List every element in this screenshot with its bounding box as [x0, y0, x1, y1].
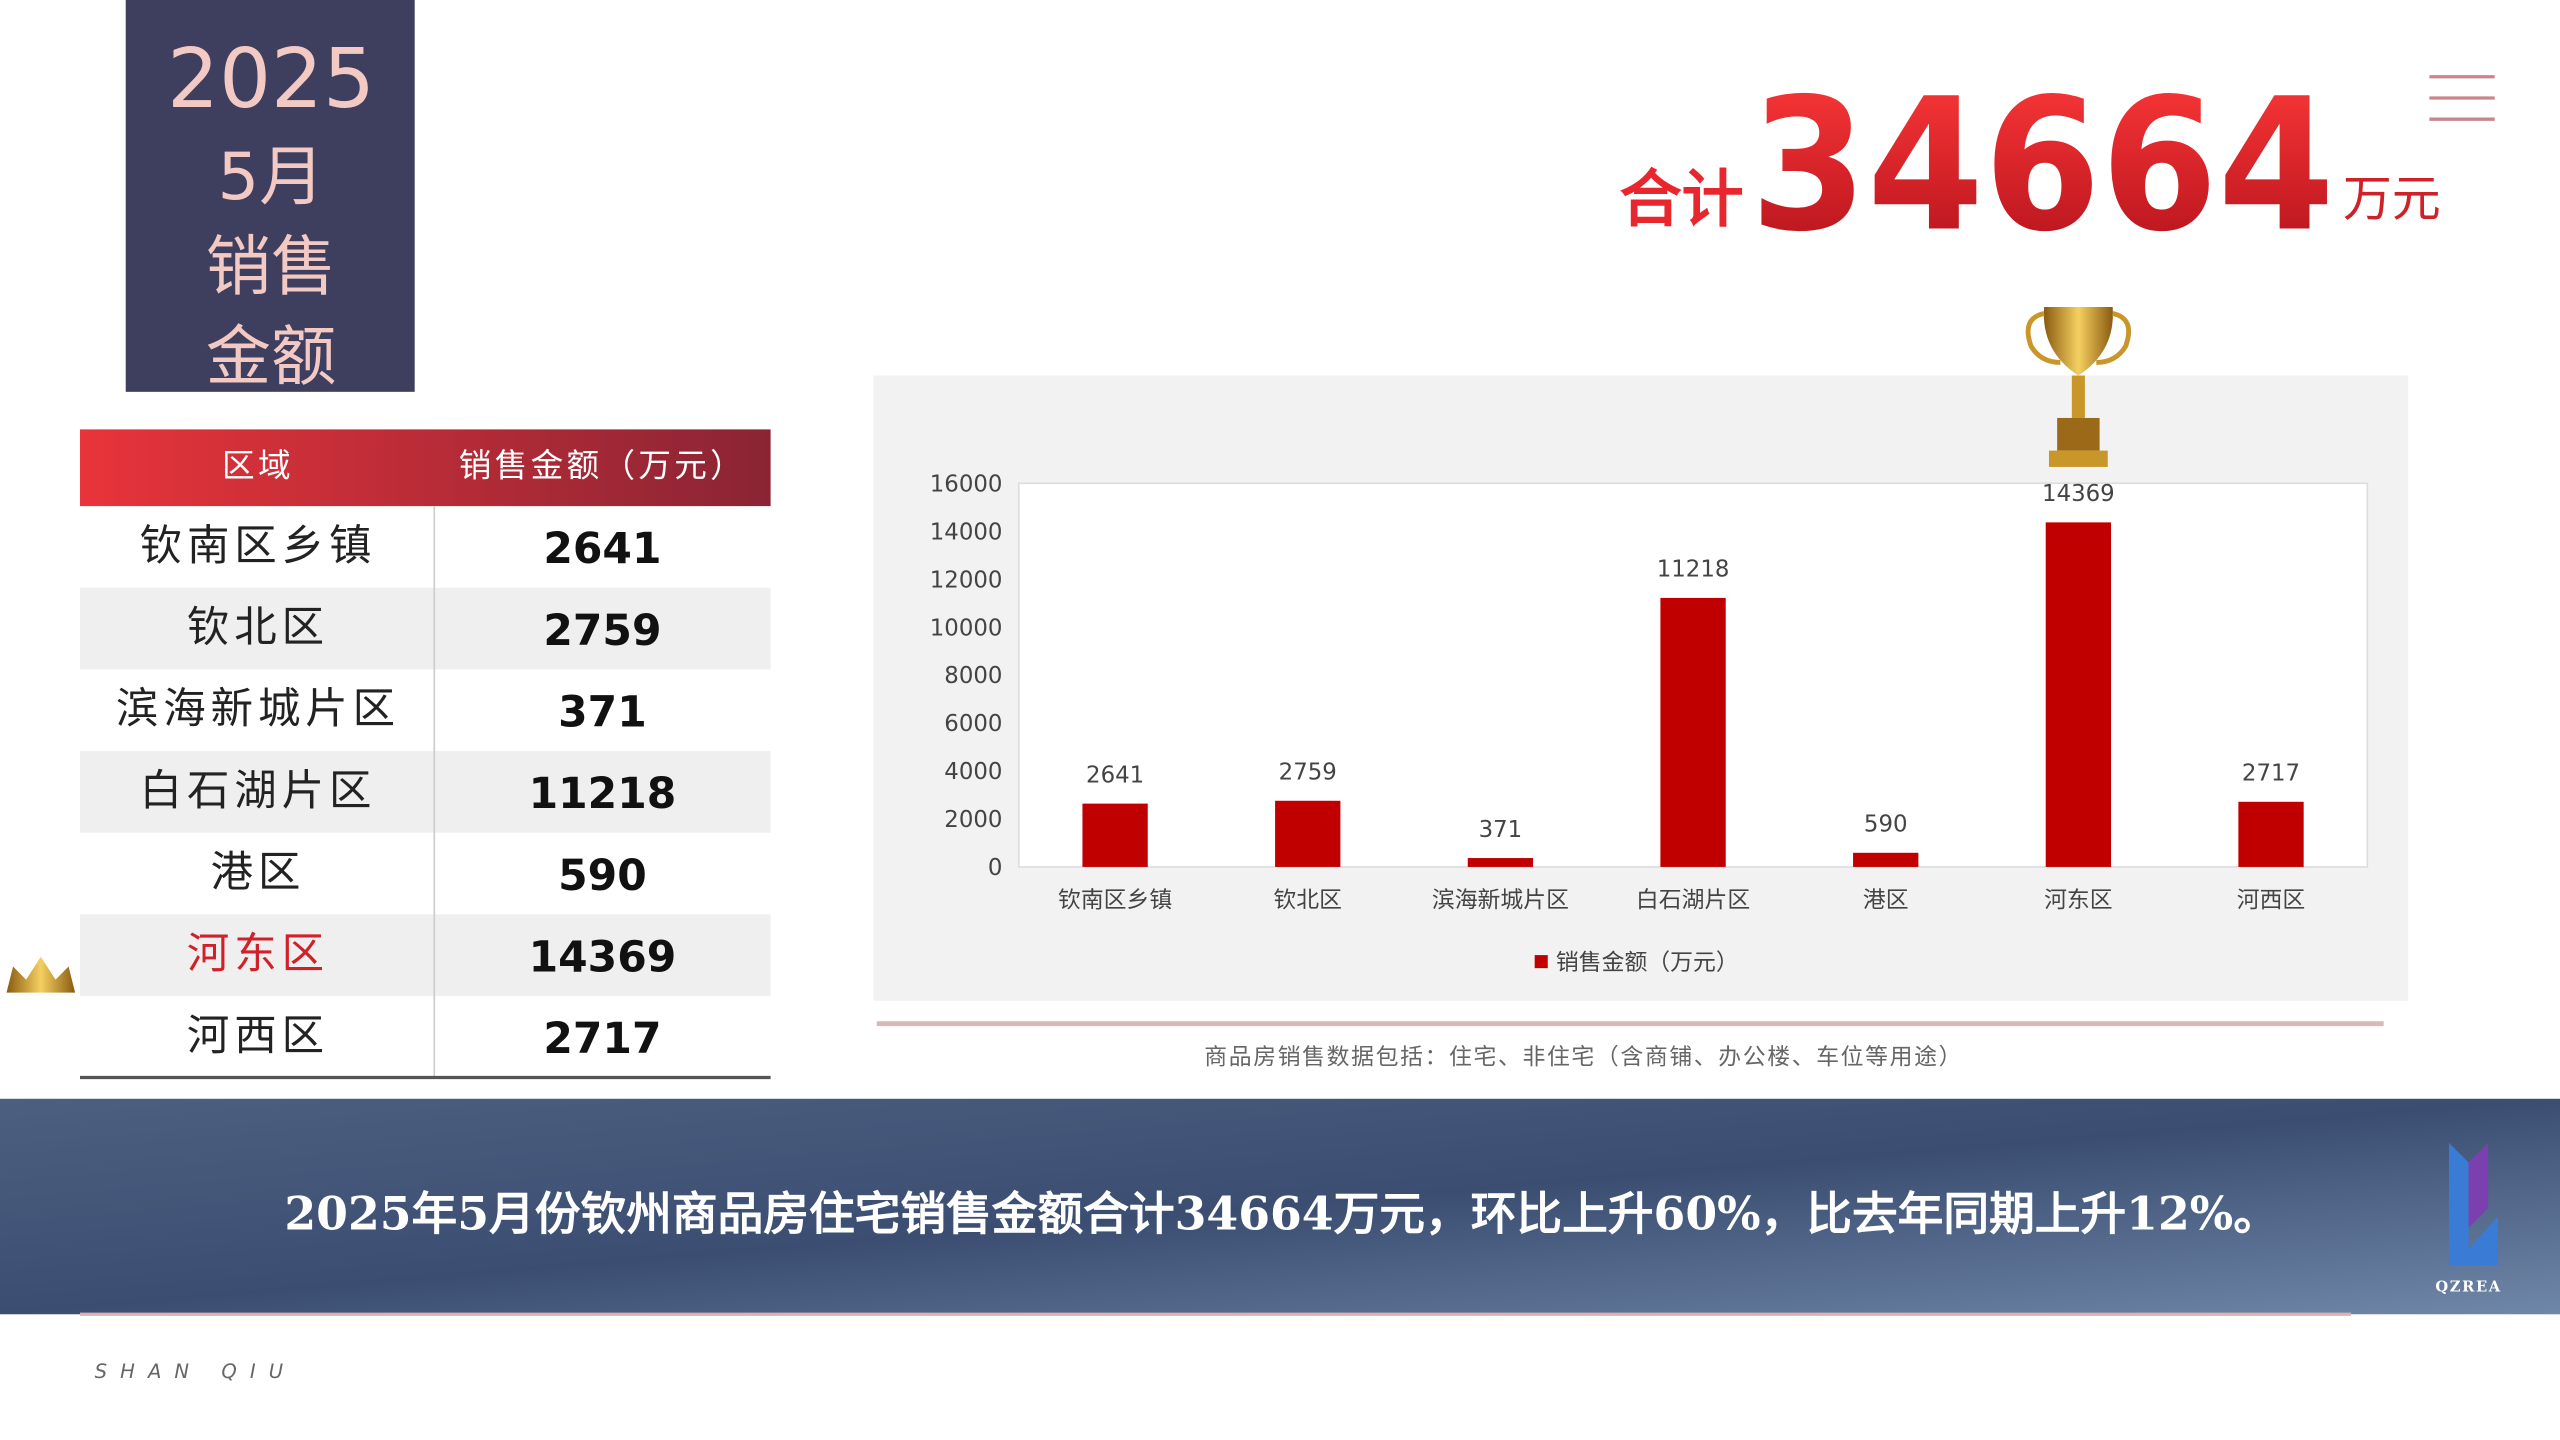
- title-block-line: 金额: [206, 319, 337, 395]
- y-tick-label: 8000: [944, 663, 1002, 689]
- title-block-bg: [125, 0, 415, 392]
- y-tick-label: 6000: [944, 711, 1002, 737]
- data-label: 2641: [1086, 762, 1144, 788]
- data-label: 2717: [2242, 761, 2300, 787]
- table-row-bg: [80, 587, 771, 670]
- table-cell-value: 2759: [543, 607, 661, 656]
- title-block-line: 2025: [167, 32, 375, 127]
- y-tick-label: 16000: [930, 471, 1003, 497]
- y-tick-label: 14000: [930, 519, 1003, 545]
- crown-icon: [6, 956, 76, 993]
- y-tick-label: 0: [988, 855, 1003, 881]
- table-row-bg: [80, 751, 771, 833]
- data-label: 371: [1479, 817, 1523, 843]
- total-value: 34664: [1750, 60, 2334, 273]
- table-cell-value: 590: [558, 852, 647, 901]
- table-cell-region: 河西区: [187, 1012, 329, 1061]
- table-cell-value: 371: [558, 689, 647, 738]
- table-header: 销售金额（万元）: [459, 447, 746, 485]
- bar: [2238, 801, 2304, 867]
- x-tick-label: 滨海新城片区: [1432, 888, 1569, 914]
- x-tick-label: 钦北区: [1273, 888, 1342, 914]
- x-tick-label: 河东区: [2044, 888, 2113, 914]
- bar: [1660, 597, 1726, 867]
- bar: [2045, 522, 2112, 867]
- table-cell-value: 2717: [543, 1015, 661, 1064]
- banner-text: 2025年5月份钦州商品房住宅销售金额合计34664万元，环比上升60%，比去年…: [284, 1186, 2279, 1240]
- legend-swatch: [1534, 955, 1548, 969]
- x-tick-label: 白石湖片区: [1636, 888, 1750, 914]
- table-cell-region: 河东区: [187, 930, 329, 979]
- title-block-line: 5月: [218, 139, 325, 215]
- legend-label: 销售金额（万元）: [1556, 950, 1739, 976]
- logo-icon: [2448, 1142, 2498, 1266]
- logo-text: QZREA: [2435, 1278, 2501, 1295]
- table-cell-region: 滨海新城片区: [116, 685, 400, 734]
- data-label: 2759: [1279, 760, 1337, 786]
- x-tick-label: 港区: [1863, 888, 1909, 914]
- y-tick-label: 12000: [930, 567, 1003, 593]
- bar: [1467, 858, 1534, 867]
- data-label: 14369: [2042, 481, 2115, 507]
- table-cell-region: 白石湖片区: [140, 767, 377, 816]
- x-tick-label: 河西区: [2237, 888, 2306, 914]
- footer-text: SHAN QIU: [95, 1360, 296, 1383]
- total-unit: 万元: [2343, 171, 2441, 228]
- y-tick-label: 10000: [930, 615, 1003, 641]
- bar: [1853, 852, 1919, 867]
- table-cell-region: 港区: [211, 849, 306, 898]
- data-label: 11218: [1657, 557, 1730, 583]
- table-cell-value: 14369: [529, 933, 677, 982]
- table-row-bg: [80, 914, 771, 996]
- table-header: 区域: [222, 447, 294, 485]
- total-prefix: 合计: [1620, 162, 1744, 235]
- y-tick-label: 2000: [944, 807, 1002, 833]
- banner-bg: [0, 1098, 2560, 1315]
- bar: [1082, 803, 1148, 867]
- y-tick-label: 4000: [944, 759, 1002, 785]
- table-header-bg: [80, 429, 771, 507]
- table-cell-value: 2641: [543, 525, 661, 574]
- table-cell-region: 钦南区乡镇: [140, 522, 377, 571]
- menu-icon[interactable]: [2429, 75, 2495, 121]
- table-cell-region: 钦北区: [187, 604, 329, 653]
- x-tick-label: 钦南区乡镇: [1058, 888, 1172, 914]
- title-block-line: 销售: [206, 229, 337, 305]
- table-cell-value: 11218: [529, 770, 677, 819]
- bar: [1275, 800, 1341, 867]
- trophy-icon: [2025, 306, 2132, 467]
- note: 商品房销售数据包括：住宅、非住宅（含商铺、办公楼、车位等用途）: [1204, 1044, 1963, 1070]
- data-label: 590: [1864, 812, 1908, 838]
